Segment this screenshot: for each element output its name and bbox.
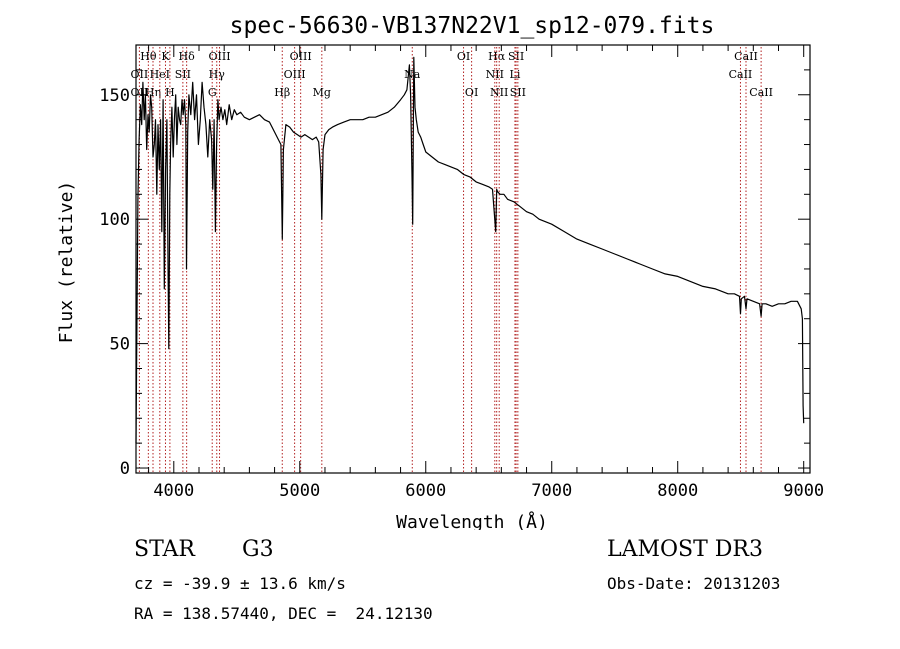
line-label-sii: SII: [508, 50, 524, 63]
line-label-hei: HeI: [150, 68, 170, 81]
line-label-li: Li: [510, 68, 521, 81]
line-label-na: Na: [404, 68, 421, 81]
sky-coordinates: RA = 138.57440, DEC = 24.12130: [134, 604, 433, 623]
line-label-oii: OII: [131, 68, 149, 81]
flux-series-line: [135, 56, 805, 444]
redshift-cz: cz = -39.9 ± 13.6 km/s: [134, 574, 346, 593]
observation-date: Obs-Date: 20131203: [607, 574, 781, 593]
line-label-hθ: Hθ: [140, 50, 157, 63]
spectrum-chart: spec-56630-VB137N22V1_sp12-079.fits Hθ OI…: [56, 13, 824, 530]
line-label-h: H: [165, 86, 175, 99]
x-axis-label: Wavelength (Å): [396, 511, 548, 530]
chart-title: spec-56630-VB137N22V1_sp12-079.fits: [230, 13, 715, 39]
x-tick-label: 5000: [279, 481, 320, 501]
line-label-nii: NII: [486, 68, 504, 81]
line-label-hα: Hα: [488, 50, 506, 63]
line-label-oiii: OIII: [208, 50, 230, 63]
line-label-k: K: [161, 50, 170, 63]
y-tick-label: 150: [99, 86, 130, 106]
line-label-oiii: OIII: [284, 68, 306, 81]
x-tick-label: 7000: [531, 481, 572, 501]
line-label-g: G: [208, 86, 217, 99]
x-tick-label: 4000: [153, 481, 194, 501]
y-tick-label: 50: [110, 335, 130, 355]
line-label-mg: Mg: [313, 86, 331, 99]
object-class: STAR: [134, 537, 195, 562]
line-label-sii: SII: [510, 86, 526, 99]
line-label-oi: OI: [457, 50, 470, 63]
axis-ticks: 4000 5000 6000 7000 8000 9000 0 50 100 150: [99, 45, 824, 501]
object-subclass: G3: [242, 537, 274, 562]
x-tick-label: 9000: [783, 481, 824, 501]
y-tick-label: 0: [120, 459, 130, 479]
line-label-hη: Hη: [145, 86, 161, 99]
line-label-hδ: Hδ: [179, 50, 196, 63]
plot-frame: [135, 44, 811, 474]
line-label-hβ: Hβ: [274, 86, 290, 99]
y-axis-label: Flux (relative): [56, 181, 77, 344]
line-label-caii: CaII: [729, 68, 753, 81]
y-tick-label: 100: [99, 210, 130, 230]
line-label-oi: OI: [465, 86, 478, 99]
x-tick-label: 8000: [657, 481, 698, 501]
line-label-nii: NII: [490, 86, 508, 99]
x-tick-label: 6000: [405, 481, 446, 501]
line-label-caii: CaII: [734, 50, 758, 63]
line-label-hγ: Hγ: [209, 68, 226, 81]
survey-name: LAMOST DR3: [607, 537, 763, 562]
line-label-oiii: OIII: [290, 50, 312, 63]
line-label-sii: SII: [175, 68, 191, 81]
line-label-caii: CaII: [749, 86, 773, 99]
